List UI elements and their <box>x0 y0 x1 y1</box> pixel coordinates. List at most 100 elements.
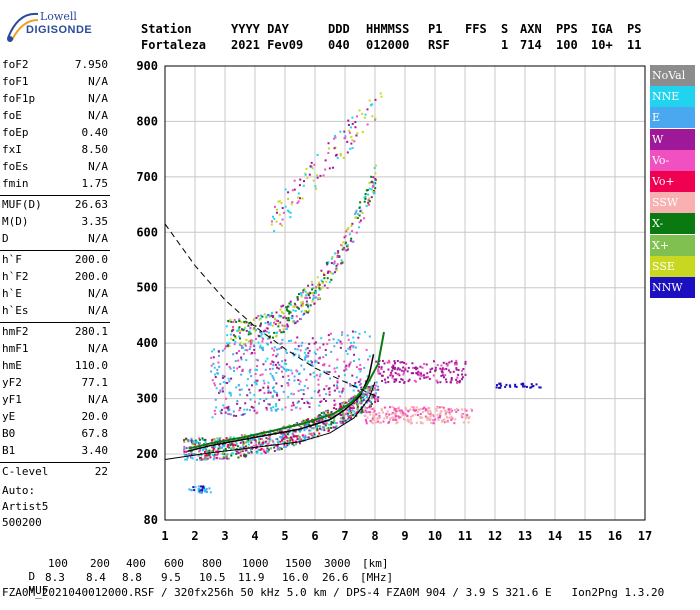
echo-point-ssw <box>402 414 405 417</box>
echo-point-spread <box>249 391 252 394</box>
echo-point-spread <box>336 341 339 344</box>
x-tick-label: 14 <box>548 529 562 543</box>
echo-point-upper <box>310 280 313 283</box>
echo-point-upper <box>230 330 233 333</box>
echo-point-spread <box>365 348 368 351</box>
echo-point-upper <box>295 315 298 318</box>
echo-point-ssw <box>378 417 381 420</box>
echo-point-w <box>408 378 411 381</box>
echo-point-upper <box>257 334 260 337</box>
echo-point-upper <box>244 320 247 323</box>
echo-point-spread <box>240 356 243 359</box>
echo-point-top <box>278 213 281 216</box>
echo-point-w <box>394 372 397 375</box>
echo-point-top <box>279 222 282 225</box>
echo-point-top <box>281 207 284 210</box>
echo-point-spread <box>252 344 255 347</box>
echo-point-spread <box>323 398 326 401</box>
program-code: 500200 <box>2 516 42 529</box>
echo-point-w <box>457 369 460 372</box>
echo-point-ftrace <box>293 444 296 447</box>
echo-point-spread <box>229 367 232 370</box>
echo-point-ftrace <box>326 427 329 430</box>
echo-point-ftrace <box>265 440 268 443</box>
echo-point-upper <box>311 288 314 291</box>
echo-point-ftrace <box>213 455 216 458</box>
echo-point-top <box>374 98 377 101</box>
echo-point-ssw <box>393 412 396 415</box>
echo-point-upper <box>229 333 232 336</box>
echo-point-spread <box>253 409 256 412</box>
echo-point-ftrace <box>327 430 330 433</box>
echo-point-ssw <box>437 419 440 422</box>
echo-point-w <box>464 360 467 363</box>
param-value: N/A <box>88 75 108 88</box>
echo-point-ftrace <box>330 415 333 418</box>
echo-point-w <box>435 379 438 382</box>
echo-point-spread <box>221 388 224 391</box>
echo-point-ftrace <box>231 452 234 455</box>
echo-point-upper <box>249 332 252 335</box>
echo-point-ftrace <box>326 413 329 416</box>
echo-point-upper <box>318 297 321 300</box>
echo-point-top <box>297 200 300 203</box>
echo-point-ftrace <box>372 393 375 396</box>
echo-point-ftrace <box>354 412 357 415</box>
echo-point-upper <box>330 262 333 265</box>
echo-point-ssw <box>417 408 420 411</box>
echo-point-ftrace <box>244 445 247 448</box>
echo-point-top <box>368 99 371 102</box>
echo-point-spread <box>344 366 347 369</box>
echo-point-spread <box>215 406 218 409</box>
echo-point-ssw <box>470 409 473 412</box>
echo-point-spread <box>281 339 284 342</box>
echo-point-ssw <box>382 411 385 414</box>
echo-point-ftrace <box>227 457 230 460</box>
echo-point-spread <box>240 413 243 416</box>
echo-point-spread <box>355 376 358 379</box>
echo-point-upper <box>325 261 328 264</box>
echo-point-ssw <box>429 415 432 418</box>
echo-point-spread <box>354 346 357 349</box>
echo-point-upper <box>294 309 297 312</box>
echo-point-spread <box>281 366 284 369</box>
echo-point-upper <box>368 187 371 190</box>
echo-point-ftrace <box>201 437 204 440</box>
echo-point-ftrace <box>223 449 226 452</box>
param-row-d: D N/A <box>2 232 108 249</box>
echo-point-upper <box>351 240 354 243</box>
echo-point-upper <box>253 327 256 330</box>
echo-point-upper <box>248 322 251 325</box>
echo-point-ftrace <box>194 439 197 442</box>
echo-point-ftrace <box>216 437 219 440</box>
echo-point-top <box>354 126 357 129</box>
echo-point-spread <box>214 384 217 387</box>
echo-point-upper <box>253 318 256 321</box>
echo-point-ftrace <box>295 440 298 443</box>
echo-point-spread <box>235 414 238 417</box>
echo-point-ftrace <box>223 445 226 448</box>
echo-point-spread <box>248 348 251 351</box>
echo-point-spread <box>240 373 243 376</box>
echo-point-ftrace <box>290 436 293 439</box>
echo-point-spread <box>228 380 231 383</box>
echo-point-upper <box>286 323 289 326</box>
echo-point-spread <box>254 373 257 376</box>
echo-point-w <box>441 368 444 371</box>
echo-point-top <box>301 197 304 200</box>
echo-point-spread <box>271 395 274 398</box>
echo-point-spread <box>333 367 336 370</box>
echo-point-top <box>339 153 342 156</box>
echo-point-ftrace <box>188 452 191 455</box>
echo-point-upper <box>344 241 347 244</box>
echo-point-w <box>450 377 453 380</box>
echo-point-ftrace <box>305 424 308 427</box>
echo-point-w <box>398 374 401 377</box>
echo-point-w <box>439 367 442 370</box>
param-label: foF1 <box>2 75 29 88</box>
echo-point-ftrace <box>226 453 229 456</box>
echo-point-w <box>455 367 458 370</box>
echo-point-upper <box>290 316 293 319</box>
echo-point-upper <box>287 319 290 322</box>
echo-point-ftrace <box>318 413 321 416</box>
